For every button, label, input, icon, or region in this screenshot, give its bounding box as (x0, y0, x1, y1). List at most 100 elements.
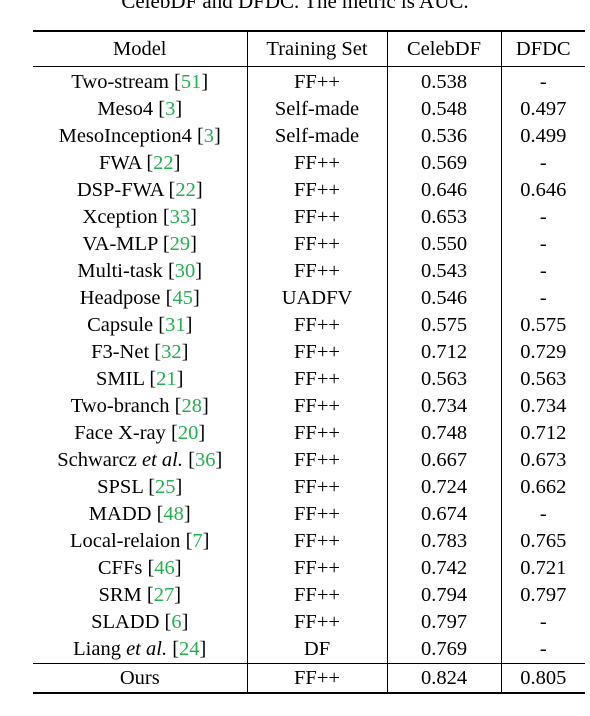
model-cell: Headpose [45] (33, 285, 248, 312)
model-cell: Multi-task [30] (33, 258, 248, 285)
celebdf-cell: 0.794 (387, 582, 502, 609)
dfdc-cell: - (539, 71, 547, 93)
celebdf-cell: 0.712 (387, 339, 502, 366)
celebdf-cell: 0.783 (387, 528, 502, 555)
celebdf-cell: 0.546 (387, 285, 502, 312)
celebdf-cell: 0.538 (387, 66, 502, 96)
dfdc-cell: - (539, 503, 547, 525)
training-set-cell: FF++ (247, 447, 388, 474)
model-name: Headpose (79, 287, 166, 309)
model-name: CFFs (97, 557, 148, 579)
header-model: Model (33, 31, 248, 67)
citation-link[interactable]: 25 (155, 476, 176, 498)
table-row: MADD [48] FF++ 0.674 - (33, 501, 585, 528)
table-row: SPSL [25] FF++ 0.724 0.662 (33, 474, 585, 501)
citation-link[interactable]: 22 (175, 179, 196, 201)
training-set-cell: FF++ (247, 366, 388, 393)
table-row: SLADD [6] FF++ 0.797 - (33, 609, 585, 636)
citation-link[interactable]: 51 (180, 71, 202, 93)
citation-link[interactable]: 6 (171, 611, 182, 633)
table-row: Two-branch [28] FF++ 0.734 0.734 (33, 393, 585, 420)
model-cell: SRM [27] (33, 582, 248, 609)
citation-link[interactable]: 28 (181, 395, 202, 417)
dfdc-cell: 0.673 (520, 449, 567, 471)
model-cell: DSP-FWA [22] (33, 177, 248, 204)
table-row: Schwarcz et al. [36] FF++ 0.667 0.673 (33, 447, 585, 474)
model-name: Multi-task (77, 260, 168, 282)
citation-link[interactable]: 48 (163, 503, 184, 525)
citation-link[interactable]: 22 (153, 152, 174, 174)
training-set-cell: FF++ (247, 393, 388, 420)
table-row: VA-MLP [29] FF++ 0.550 - (33, 231, 585, 258)
model-cell: MesoInception4 [3] (33, 123, 248, 150)
training-set-cell: FF++ (247, 312, 388, 339)
table-row: Local-relaion [7] FF++ 0.783 0.765 (33, 528, 585, 555)
dfdc-cell: - (539, 611, 547, 633)
citation-link[interactable]: 29 (169, 233, 191, 255)
citation-link[interactable]: 36 (194, 449, 216, 471)
citation-link[interactable]: 45 (172, 287, 193, 309)
model-name: MADD (88, 503, 157, 525)
training-set-cell: FF++ (247, 339, 388, 366)
citation-link[interactable]: 24 (179, 638, 200, 660)
model-cell: Xception [33] (33, 204, 248, 231)
citation-link[interactable]: 27 (153, 584, 175, 606)
dfdc-cell: 0.563 (520, 368, 567, 390)
table-row: F3-Net [32] FF++ 0.712 0.729 (33, 339, 585, 366)
citation-link[interactable]: 31 (165, 314, 186, 336)
model-name: VA-MLP (82, 233, 163, 255)
model-name: Capsule (87, 314, 159, 336)
celebdf-cell: 0.550 (387, 231, 502, 258)
dfdc-cell: 0.721 (520, 557, 567, 579)
training-set-cell: Self-made (247, 123, 388, 150)
citation-link[interactable]: 32 (161, 341, 182, 363)
training-set-cell: Self-made (247, 96, 388, 123)
citation-link[interactable]: 46 (154, 557, 175, 579)
model-name: Meso4 (97, 98, 159, 120)
model-name: Two-stream (71, 71, 175, 93)
header-training-set: Training Set (247, 31, 388, 67)
dfdc-cell: 0.805 (520, 666, 567, 689)
model-cell: Liang et al. [24] (33, 636, 248, 664)
dfdc-cell: - (539, 206, 547, 228)
table-row: Meso4 [3] Self-made 0.548 0.497 (33, 96, 585, 123)
training-set-cell: FF++ (247, 528, 388, 555)
table-row-ours: Ours FF++ 0.824 0.805 (33, 663, 585, 693)
celebdf-cell: 0.769 (387, 636, 502, 664)
model-cell: Local-relaion [7] (33, 528, 248, 555)
celebdf-cell: 0.653 (387, 204, 502, 231)
celebdf-cell: 0.724 (387, 474, 502, 501)
model-name: SPSL (97, 476, 149, 498)
model-cell: SMIL [21] (33, 366, 248, 393)
citation-link[interactable]: 20 (177, 422, 199, 444)
training-set-cell: FF++ (247, 609, 388, 636)
celebdf-cell: 0.569 (387, 150, 502, 177)
citation-link[interactable]: 21 (156, 368, 177, 390)
citation-link[interactable]: 30 (174, 260, 196, 282)
model-cell: Meso4 [3] (33, 96, 248, 123)
citation-link[interactable]: 7 (192, 530, 203, 552)
table-row: SRM [27] FF++ 0.794 0.797 (33, 582, 585, 609)
table-row: MesoInception4 [3] Self-made 0.536 0.499 (33, 123, 585, 150)
model-name: FWA (99, 152, 147, 174)
model-cell: F3-Net [32] (33, 339, 248, 366)
celebdf-cell: 0.543 (387, 258, 502, 285)
table-row: SMIL [21] FF++ 0.563 0.563 (33, 366, 585, 393)
model-name: SMIL (96, 368, 150, 390)
dfdc-cell: 0.575 (520, 314, 567, 336)
model-name: Schwarcz (57, 449, 143, 471)
table-row: Xception [33] FF++ 0.653 - (33, 204, 585, 231)
training-set-cell: DF (247, 636, 388, 664)
table-row: Headpose [45] UADFV 0.546 - (33, 285, 585, 312)
celebdf-cell: 0.734 (387, 393, 502, 420)
model-name: Xception (82, 206, 163, 228)
dfdc-cell: - (539, 638, 547, 660)
citation-link[interactable]: 3 (165, 98, 176, 120)
model-name: Liang (73, 638, 127, 660)
citation-link[interactable]: 3 (203, 125, 215, 147)
table-row: Two-stream [51] FF++ 0.538 - (33, 66, 585, 96)
dfdc-cell: 0.662 (520, 476, 567, 498)
citation-link[interactable]: 33 (169, 206, 191, 228)
training-set-cell: FF++ (247, 66, 388, 96)
training-set-cell: FF++ (247, 474, 388, 501)
